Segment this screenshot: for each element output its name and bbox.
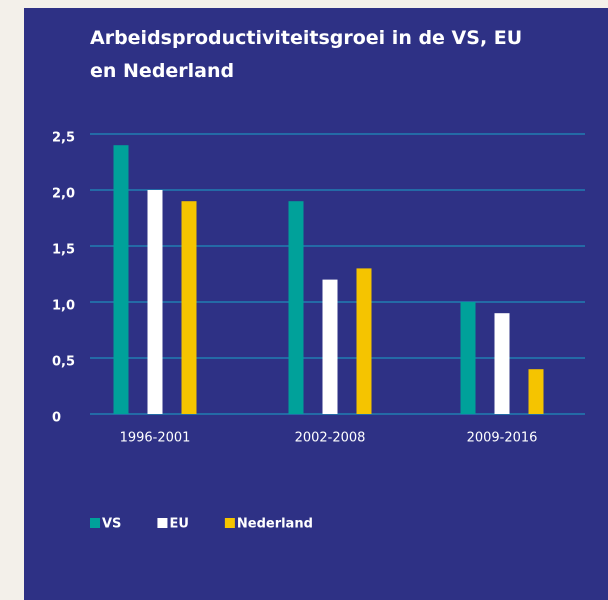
y-tick-label: 1,5 xyxy=(52,243,75,258)
bar xyxy=(460,302,476,414)
y-tick-label: 1,0 xyxy=(52,299,75,314)
legend-swatch xyxy=(90,518,100,528)
legend-label: VS xyxy=(102,517,121,532)
x-tick-label: 2009-2016 xyxy=(467,431,538,446)
bar xyxy=(288,201,304,414)
legend-label: EU xyxy=(169,517,188,532)
bar xyxy=(528,369,544,414)
bar xyxy=(113,145,129,414)
bar xyxy=(494,313,510,414)
y-tick-label: 2,0 xyxy=(52,187,75,202)
bar xyxy=(322,279,338,414)
legend-label: Nederland xyxy=(237,517,313,532)
bar xyxy=(147,190,163,414)
y-tick-label: 2,5 xyxy=(52,131,75,146)
bar xyxy=(356,268,372,414)
x-tick-label: 2002-2008 xyxy=(295,431,366,446)
y-tick-label: 0 xyxy=(52,411,61,426)
y-tick-label: 0,5 xyxy=(52,355,75,370)
x-tick-label: 1996-2001 xyxy=(120,431,191,446)
bar xyxy=(181,201,197,414)
chart-title: Arbeidsproductiviteitsgroei in de VS, EU… xyxy=(90,27,523,82)
legend-swatch xyxy=(157,518,168,528)
legend-swatch xyxy=(224,518,235,528)
